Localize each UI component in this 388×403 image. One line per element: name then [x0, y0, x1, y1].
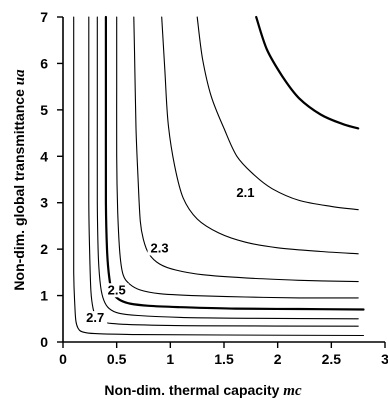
- y-tick-label: 0: [40, 334, 48, 350]
- y-tick-label: 2: [40, 241, 48, 257]
- contour-label: 2.5: [108, 282, 126, 297]
- x-tick-label: 2.5: [322, 351, 342, 367]
- x-tick-label: 0.5: [107, 351, 127, 367]
- y-tick-label: 7: [40, 9, 48, 25]
- contour-label-background: [83, 311, 108, 326]
- contour-label-group: 2.1 2.3 2.5 2.7: [83, 185, 258, 326]
- x-tick-label: 2: [274, 351, 282, 367]
- contour-lines: [73, 15, 365, 337]
- contour-line: [161, 16, 359, 255]
- contour-line: [96, 16, 359, 320]
- contour-label-background: [147, 241, 172, 256]
- x-axis-title: Non-dim. thermal capacity mc: [104, 382, 302, 399]
- y-axis-title: Non-dim. global transmittance ua: [11, 69, 28, 291]
- contour-line: [255, 15, 360, 130]
- y-axis-ticks: 0 1 2 3 4 5 6 7: [40, 9, 63, 350]
- x-axis-ticks: 0 0.5 1 1.5 2 2.5 3: [59, 342, 388, 367]
- y-axis-title-text: Non-dim. global transmittance: [11, 85, 27, 290]
- contour-label: 2.1: [236, 185, 254, 200]
- y-axis-title-variable: ua: [12, 69, 28, 85]
- y-tick-label: 4: [40, 148, 48, 164]
- x-tick-label: 3: [381, 351, 388, 367]
- contour-line: [104, 15, 365, 311]
- contour-label-background: [104, 283, 129, 298]
- x-axis-title-variable: mc: [283, 383, 302, 399]
- x-tick-label: 1.5: [214, 351, 234, 367]
- x-tick-label: 1: [166, 351, 174, 367]
- contour-label: 2.7: [86, 310, 104, 325]
- y-tick-label: 6: [40, 55, 48, 71]
- contour-line: [73, 16, 365, 337]
- y-tick-label: 1: [40, 288, 48, 304]
- axes: 0 0.5 1 1.5 2 2.5 3 0 1 2 3 4 5 6 7: [40, 9, 388, 367]
- x-tick-label: 0: [59, 351, 67, 367]
- y-tick-label: 5: [40, 102, 48, 118]
- contour-line: [88, 16, 359, 327]
- x-axis-title-text: Non-dim. thermal capacity: [104, 382, 283, 398]
- contour-label: 2.3: [151, 240, 169, 255]
- contour-line: [196, 16, 359, 211]
- contour-line: [116, 16, 359, 299]
- contour-label-background: [233, 185, 258, 200]
- y-tick-label: 3: [40, 195, 48, 211]
